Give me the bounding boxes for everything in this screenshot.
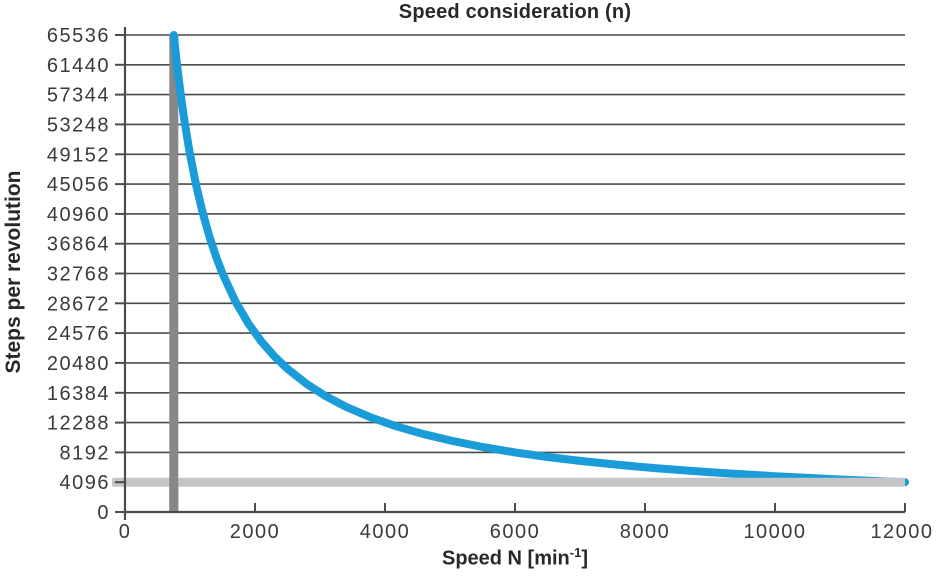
y-tick-label: 32768	[47, 264, 110, 286]
y-tick-label: 8192	[60, 442, 111, 464]
y-tick-label: 12288	[47, 413, 110, 435]
x-tick-label: 4000	[360, 521, 411, 543]
y-tick-label: 61440	[47, 55, 110, 77]
y-tick-label: 16384	[47, 383, 110, 405]
chart-title: Speed consideration (n)	[398, 1, 632, 23]
y-tick-label: 20480	[47, 353, 110, 375]
y-tick-label: 24576	[47, 323, 110, 345]
x-tick-label: 10000	[743, 521, 806, 543]
y-tick-label: 49152	[47, 144, 110, 166]
x-tick-label: 12000	[870, 521, 933, 543]
x-axis-title: Speed N [min-1]	[125, 545, 905, 571]
x-axis-title-superscript: -1	[569, 545, 582, 560]
x-tick-label: 8000	[620, 521, 671, 543]
y-tick-label: 65536	[47, 25, 110, 47]
x-tick-label: 6000	[490, 521, 541, 543]
x-axis-title-close: ]	[581, 547, 589, 570]
x-axis-title-main: Speed N [min	[441, 547, 570, 570]
y-tick-label: 0	[97, 502, 110, 524]
min-speed-marker-overlap	[169, 477, 179, 512]
x-tick-label: 0	[119, 521, 132, 543]
y-tick-label: 40960	[47, 204, 110, 226]
y-tick-label: 28672	[47, 293, 110, 315]
y-tick-label: 4096	[60, 472, 111, 494]
speed-curve	[169, 31, 909, 487]
x-tick-label: 2000	[230, 521, 281, 543]
y-tick-label: 45056	[47, 174, 110, 196]
y-tick-label: 53248	[47, 114, 110, 136]
min-speed-marker	[169, 35, 179, 512]
y-tick-label: 57344	[47, 85, 110, 107]
y-tick-label: 36864	[47, 234, 110, 256]
min-resolution-marker	[112, 477, 905, 487]
